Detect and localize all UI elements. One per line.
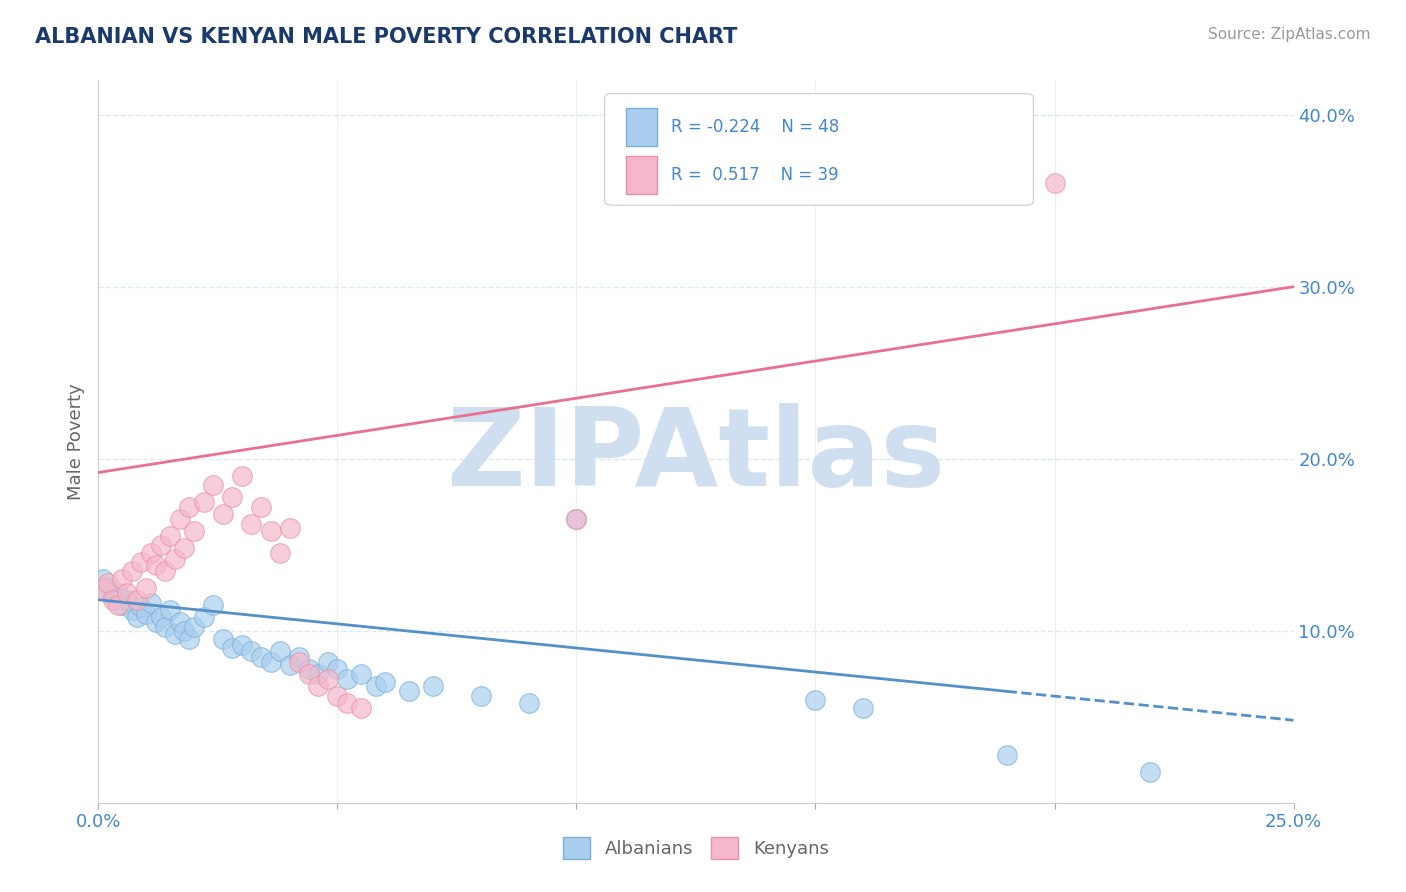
Point: [470, 689, 492, 703]
Point: [159, 529, 181, 543]
Point: [316, 655, 339, 669]
Point: [183, 524, 205, 538]
Point: [131, 555, 153, 569]
Point: [995, 747, 1018, 762]
Point: [221, 640, 243, 655]
Point: [155, 564, 177, 578]
Legend: Albanians, Kenyans: Albanians, Kenyans: [555, 830, 837, 866]
Point: [288, 655, 311, 669]
Point: [211, 632, 233, 647]
Point: [374, 675, 396, 690]
Point: [173, 624, 195, 638]
Point: [211, 507, 233, 521]
Point: [111, 598, 134, 612]
Point: [131, 599, 153, 614]
Text: ALBANIAN VS KENYAN MALE POVERTY CORRELATION CHART: ALBANIAN VS KENYAN MALE POVERTY CORRELAT…: [35, 27, 738, 46]
Point: [125, 610, 148, 624]
Point: [307, 666, 329, 681]
Point: [135, 581, 157, 595]
Point: [202, 598, 225, 612]
Point: [298, 666, 321, 681]
Point: [107, 586, 129, 600]
Point: [115, 592, 138, 607]
Point: [250, 649, 273, 664]
Point: [101, 590, 124, 604]
Point: [852, 701, 875, 715]
Point: [336, 672, 359, 686]
Point: [163, 627, 186, 641]
Point: [163, 551, 186, 566]
Point: [202, 477, 225, 491]
Point: [517, 696, 540, 710]
Point: [350, 666, 373, 681]
Point: [173, 541, 195, 556]
Text: R = -0.224    N = 48: R = -0.224 N = 48: [671, 118, 839, 136]
Point: [326, 662, 349, 676]
Point: [278, 658, 301, 673]
Point: [336, 696, 359, 710]
Point: [250, 500, 273, 514]
Point: [159, 603, 181, 617]
Point: [804, 692, 827, 706]
Point: [169, 615, 191, 630]
Y-axis label: Male Poverty: Male Poverty: [66, 384, 84, 500]
Point: [269, 644, 291, 658]
Point: [121, 603, 143, 617]
Point: [398, 684, 420, 698]
Point: [364, 679, 387, 693]
Point: [307, 679, 329, 693]
Point: [91, 581, 114, 595]
Point: [183, 620, 205, 634]
Point: [193, 610, 215, 624]
Point: [135, 607, 157, 621]
Point: [125, 592, 148, 607]
Point: [326, 689, 349, 703]
Text: ZIPAtlas: ZIPAtlas: [447, 403, 945, 509]
Point: [240, 644, 263, 658]
Point: [179, 632, 201, 647]
Point: [111, 572, 134, 586]
Point: [155, 620, 177, 634]
Point: [139, 546, 162, 560]
Point: [193, 494, 215, 508]
Point: [259, 655, 281, 669]
Point: [107, 598, 129, 612]
Point: [278, 520, 301, 534]
Point: [1139, 764, 1161, 779]
Point: [115, 586, 138, 600]
Point: [565, 512, 588, 526]
Point: [97, 575, 120, 590]
Point: [91, 572, 114, 586]
Point: [231, 469, 253, 483]
Point: [149, 538, 172, 552]
Point: [1043, 177, 1066, 191]
Point: [565, 512, 588, 526]
Text: R =  0.517    N = 39: R = 0.517 N = 39: [671, 166, 838, 184]
Point: [259, 524, 281, 538]
Point: [179, 500, 201, 514]
Point: [145, 615, 167, 630]
Point: [298, 662, 321, 676]
Point: [422, 679, 444, 693]
Point: [101, 592, 124, 607]
Point: [316, 672, 339, 686]
Text: Source: ZipAtlas.com: Source: ZipAtlas.com: [1208, 27, 1371, 42]
Point: [145, 558, 167, 573]
Point: [350, 701, 373, 715]
Point: [139, 596, 162, 610]
Point: [231, 638, 253, 652]
Point: [269, 546, 291, 560]
Point: [169, 512, 191, 526]
Point: [121, 564, 143, 578]
Point: [221, 490, 243, 504]
Point: [240, 517, 263, 532]
Point: [97, 581, 120, 595]
Point: [149, 610, 172, 624]
Point: [288, 649, 311, 664]
